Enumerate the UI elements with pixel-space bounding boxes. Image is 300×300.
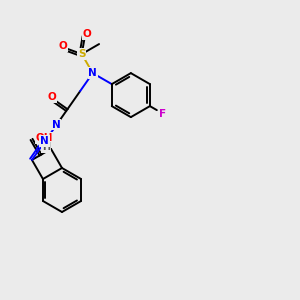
Text: O: O (47, 92, 56, 102)
Text: N: N (88, 68, 97, 78)
Text: O: O (82, 29, 91, 39)
Text: S: S (78, 49, 85, 59)
Text: O: O (58, 41, 67, 51)
Text: N: N (40, 136, 49, 146)
Text: N: N (52, 119, 60, 130)
Text: H: H (42, 142, 50, 152)
Text: OH: OH (35, 133, 53, 143)
Text: F: F (159, 109, 167, 118)
